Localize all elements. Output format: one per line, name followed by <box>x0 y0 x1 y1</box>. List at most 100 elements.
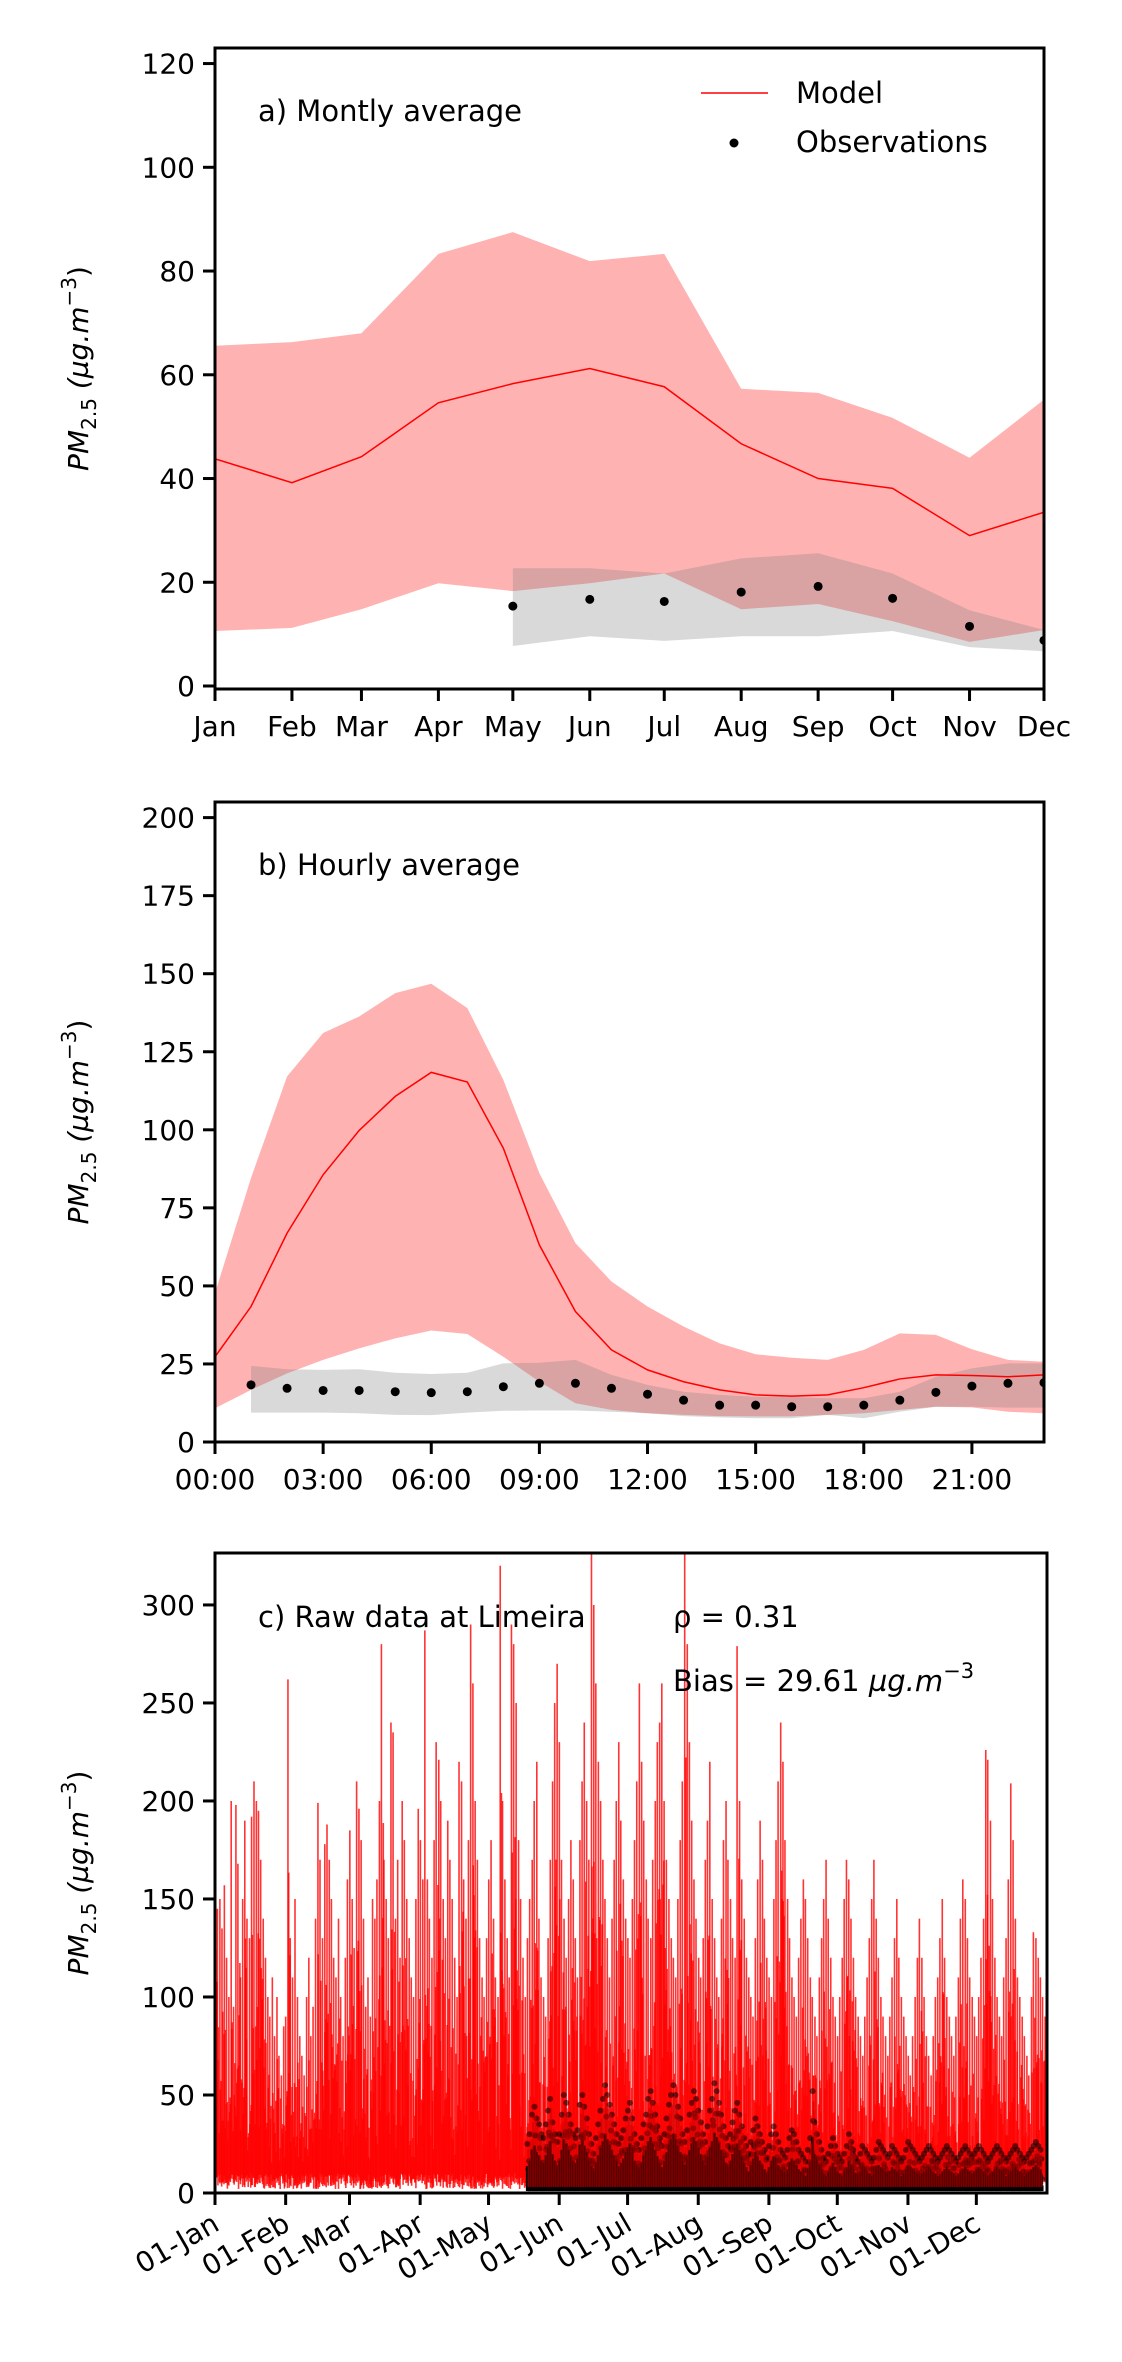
observation-point <box>870 2154 877 2161</box>
observation-point <box>768 2131 775 2138</box>
x-tick-label: 09:00 <box>499 1463 580 1496</box>
observation-point <box>751 1400 761 1410</box>
x-tick-label: 00:00 <box>175 1463 256 1496</box>
bias-value: Bias = 29.61 <box>673 1664 869 1698</box>
x-tick-label: Aug <box>714 710 769 743</box>
x-tick-label: 15:00 <box>715 1463 796 1496</box>
ylabel-main: PM <box>62 1934 95 1975</box>
plot-area <box>215 983 1044 1419</box>
y-tick-label: 50 <box>159 2079 195 2112</box>
y-tick-label: 0 <box>177 2177 195 2210</box>
observation-point <box>526 2131 533 2138</box>
observation-point <box>508 601 518 611</box>
y-tick-label: 250 <box>142 1687 195 1720</box>
x-tick-label: 18:00 <box>823 1463 904 1496</box>
ylabel-sub: 2.5 <box>77 1903 101 1935</box>
observation-point <box>576 2101 583 2108</box>
observation-point <box>887 2150 894 2157</box>
ylabel-unit: (µg.m <box>62 1060 95 1152</box>
observation-point <box>965 621 975 631</box>
observation-point <box>498 1382 508 1392</box>
ylabel-close: ) <box>62 1771 95 1782</box>
ylabel-sub: 2.5 <box>77 398 101 430</box>
observation-point <box>709 2095 716 2102</box>
observation-point <box>645 2095 652 2102</box>
y-tick-label: 25 <box>159 1348 195 1381</box>
bias-annotation: Bias = 29.61 µg.m−3 <box>673 1659 974 1698</box>
plot-area <box>215 232 1044 652</box>
observation-point <box>670 2082 677 2089</box>
observation-point <box>732 2107 739 2114</box>
y-axis-label: PM2.5 (µg.m−3) <box>57 1771 101 1976</box>
observation-point <box>524 2140 531 2147</box>
y-tick-label: 100 <box>142 1114 195 1147</box>
observation-point <box>736 587 746 597</box>
observation-point <box>354 1385 364 1395</box>
x-tick-label: Mar <box>335 710 388 743</box>
legend-label-model: Model <box>796 76 883 110</box>
model-line <box>215 1071 1044 1397</box>
observation-point <box>704 2123 711 2130</box>
observation-point <box>606 1383 616 1393</box>
observation-point <box>572 2135 579 2142</box>
observation-point <box>857 2150 864 2157</box>
x-tick-label: Jun <box>566 710 612 743</box>
observation-range-band <box>251 1359 1044 1419</box>
observation-point <box>643 1389 653 1399</box>
observation-point <box>686 2111 693 2118</box>
observation-point <box>931 1387 941 1397</box>
panel-b: 0 25 50 75 100 125 150 175 200 00:00 03:00 06:00 09:… <box>57 800 1046 1496</box>
observation-point <box>888 593 898 603</box>
observation-point <box>640 2121 647 2128</box>
x-tick-label: Dec <box>1017 710 1071 743</box>
observation-point <box>542 2121 549 2128</box>
x-tick-label: 12:00 <box>607 1463 688 1496</box>
observation-point <box>647 2088 654 2095</box>
panel-title: a) Montly average <box>258 94 522 128</box>
observation-point <box>827 2142 834 2149</box>
x-tick-label: Jan <box>191 710 236 743</box>
y-tick-label: 60 <box>159 359 195 392</box>
ylabel-close: ) <box>62 1020 95 1031</box>
observation-point <box>622 2115 629 2122</box>
observation-point <box>585 594 595 604</box>
y-tick-label: 175 <box>142 880 195 913</box>
observation-point <box>895 1395 905 1405</box>
panel-a: 0 20 40 60 80 100 120 Jan Feb Mar Apr May Jun Jul Aug S… <box>57 46 1071 743</box>
y-tick-label: 40 <box>159 463 195 496</box>
ylabel-close: ) <box>62 266 95 277</box>
observation-point <box>900 2154 907 2161</box>
observation-point <box>711 2080 718 2087</box>
observation-point <box>624 2107 631 2114</box>
observation-point <box>813 581 823 591</box>
observation-point <box>809 2088 816 2095</box>
x-tick-label: Apr <box>414 710 463 743</box>
observation-point <box>531 2103 538 2110</box>
observation-point <box>318 1385 328 1395</box>
y-tick-label: 0 <box>177 1426 195 1459</box>
plot-frame <box>213 46 1046 691</box>
y-tick-label: 0 <box>177 670 195 703</box>
observation-point <box>643 2111 650 2118</box>
y-tick-label: 50 <box>159 1270 195 1303</box>
observation-point <box>545 2107 552 2114</box>
observation-point <box>693 2095 700 2102</box>
x-tick-label: Feb <box>267 710 317 743</box>
observation-point <box>599 2095 606 2102</box>
observation-point <box>784 2146 791 2153</box>
x-tick-label: May <box>484 710 542 743</box>
plot-frame <box>213 1551 1049 2195</box>
observation-point <box>534 1378 544 1388</box>
model-range-band <box>215 983 1044 1417</box>
observation-range-band <box>512 553 1044 652</box>
observation-point <box>873 2146 880 2153</box>
observation-point <box>841 2150 848 2157</box>
y-tick-label: 125 <box>142 1036 195 1069</box>
observation-point <box>558 2111 565 2118</box>
observation-point <box>734 2099 741 2106</box>
observation-point <box>1003 1378 1013 1388</box>
y-tick-label: 150 <box>142 958 195 991</box>
y-tick-label: 100 <box>142 151 195 184</box>
observation-point <box>570 1378 580 1388</box>
ylabel-sup: −3 <box>57 277 81 306</box>
